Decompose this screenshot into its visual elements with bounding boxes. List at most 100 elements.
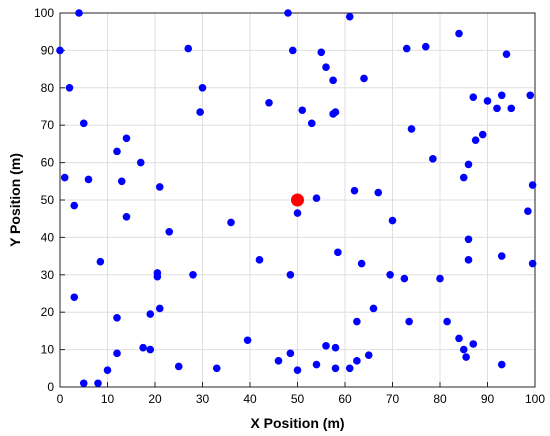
data-point <box>353 317 361 326</box>
data-point <box>405 317 413 326</box>
data-point <box>502 50 511 58</box>
data-point <box>155 304 164 313</box>
data-point <box>455 29 463 38</box>
data-point <box>322 342 330 350</box>
data-point <box>329 76 337 85</box>
y-tick-label: 10 <box>41 343 55 357</box>
data-point <box>524 207 532 216</box>
data-point <box>189 271 197 279</box>
data-point <box>497 91 506 100</box>
data-point <box>436 274 444 283</box>
data-point <box>165 227 174 236</box>
data-point <box>353 357 361 365</box>
data-point <box>136 158 145 167</box>
x-tick-label: 0 <box>57 392 64 406</box>
data-point <box>334 248 342 257</box>
data-point <box>429 155 437 163</box>
y-tick-label: 70 <box>41 118 55 132</box>
data-point <box>84 175 93 184</box>
data-point <box>65 84 74 92</box>
data-point <box>322 63 330 72</box>
data-point <box>402 44 411 53</box>
data-point <box>400 274 409 283</box>
x-tick-label: 50 <box>291 392 305 406</box>
data-point <box>113 147 121 156</box>
data-point <box>455 334 463 343</box>
data-point <box>374 188 383 197</box>
data-point <box>388 216 397 225</box>
y-tick-label: 20 <box>41 305 55 319</box>
data-point <box>122 134 131 143</box>
x-axis-ticks: 0 10 20 30 40 50 60 70 80 90 100 <box>57 382 545 406</box>
data-point <box>174 362 183 371</box>
data-point <box>526 91 535 100</box>
data-point <box>265 98 273 107</box>
data-point <box>122 213 131 221</box>
data-point <box>317 48 326 57</box>
data-point <box>274 357 283 365</box>
y-tick-label: 40 <box>41 230 55 244</box>
data-point <box>146 310 155 318</box>
data-point <box>469 93 478 101</box>
data-point <box>345 364 354 373</box>
data-point <box>331 364 340 373</box>
x-tick-label: 30 <box>196 392 210 406</box>
y-tick-label: 80 <box>41 81 55 95</box>
data-point <box>471 136 480 144</box>
x-tick-label: 40 <box>243 392 257 406</box>
data-point <box>507 104 516 113</box>
data-point <box>79 379 88 388</box>
y-axis-ticks: 0 10 20 30 40 50 60 70 80 90 100 <box>34 6 65 394</box>
x-tick-label: 20 <box>148 392 162 406</box>
data-point <box>497 360 506 369</box>
data-point <box>96 257 105 266</box>
data-point <box>75 9 83 17</box>
data-point <box>70 293 79 302</box>
data-point <box>464 160 473 169</box>
data-point <box>483 97 492 105</box>
y-tick-label: 100 <box>34 6 54 20</box>
data-point <box>94 379 102 388</box>
x-tick-label: 10 <box>101 392 115 406</box>
data-point <box>331 108 340 116</box>
data-point <box>528 259 537 268</box>
data-point <box>357 259 366 268</box>
data-point <box>478 130 487 139</box>
y-tick-label: 30 <box>41 268 55 282</box>
center-point <box>291 193 304 207</box>
y-tick-label: 60 <box>41 156 55 170</box>
data-point <box>113 314 121 322</box>
data-point <box>443 317 451 326</box>
data-point <box>497 252 506 260</box>
data-point <box>331 343 340 352</box>
data-point <box>459 173 468 182</box>
data-point <box>528 181 537 189</box>
data-point <box>293 366 302 374</box>
data-point <box>364 351 373 360</box>
data-point <box>227 218 235 227</box>
data-point <box>284 9 292 17</box>
data-point <box>464 256 473 264</box>
data-points <box>56 9 537 388</box>
data-point <box>293 209 302 217</box>
data-point <box>369 304 378 313</box>
data-point <box>70 201 79 210</box>
data-point <box>464 235 473 244</box>
data-point <box>146 345 155 354</box>
data-point <box>79 119 88 128</box>
data-point <box>155 183 164 191</box>
y-axis-title: Y Position (m) <box>7 153 23 247</box>
x-tick-label: 70 <box>386 392 400 406</box>
y-tick-label: 90 <box>41 43 55 57</box>
data-point <box>493 104 501 113</box>
data-point <box>421 42 430 51</box>
x-tick-label: 90 <box>481 392 495 406</box>
data-point <box>198 84 207 92</box>
y-tick-label: 50 <box>41 193 55 207</box>
data-point <box>298 106 307 115</box>
data-point <box>386 271 394 279</box>
data-point <box>184 44 193 53</box>
data-point <box>196 108 204 116</box>
data-point <box>469 340 478 348</box>
data-point <box>360 74 368 83</box>
